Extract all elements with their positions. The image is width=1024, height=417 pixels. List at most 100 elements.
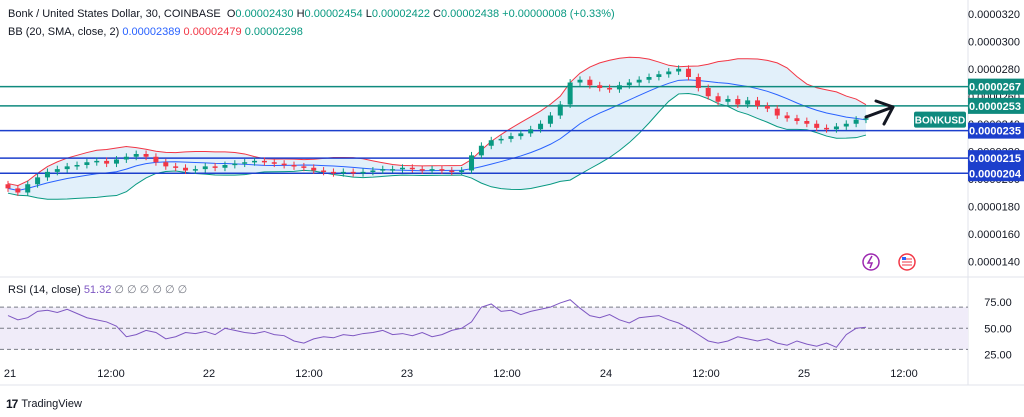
candle-body[interactable]: [804, 121, 810, 124]
candle-body[interactable]: [350, 171, 356, 174]
candle-body[interactable]: [794, 118, 800, 121]
candle-body[interactable]: [380, 169, 386, 171]
candle-body[interactable]: [44, 171, 50, 178]
level-label: 0.0000253: [969, 101, 1021, 113]
candle-body[interactable]: [853, 119, 859, 124]
candle-body[interactable]: [745, 100, 751, 105]
candle-body[interactable]: [143, 154, 149, 157]
candle-body[interactable]: [340, 171, 346, 174]
candle-body[interactable]: [84, 162, 90, 165]
candle-body[interactable]: [616, 85, 622, 90]
candle-body[interactable]: [370, 170, 376, 173]
candle-body[interactable]: [311, 167, 317, 171]
candle-body[interactable]: [459, 170, 465, 173]
candle-body[interactable]: [725, 99, 731, 102]
candle-body[interactable]: [15, 188, 21, 193]
candle-body[interactable]: [252, 160, 258, 163]
candle-body[interactable]: [646, 77, 652, 80]
candle-body[interactable]: [676, 68, 682, 72]
candle-body[interactable]: [35, 177, 41, 185]
candle-body[interactable]: [833, 126, 839, 130]
candle-body[interactable]: [54, 169, 60, 172]
candle-body[interactable]: [5, 184, 11, 189]
candle-body[interactable]: [183, 167, 189, 171]
candle-body[interactable]: [863, 118, 869, 120]
rsi-legend[interactable]: RSI (14, close) 51.32 ∅ ∅ ∅ ∅ ∅ ∅: [8, 283, 187, 296]
candle-body[interactable]: [330, 171, 336, 174]
candle-body[interactable]: [498, 138, 504, 141]
candle-body[interactable]: [291, 165, 297, 167]
candle-body[interactable]: [242, 162, 248, 164]
candle-body[interactable]: [656, 74, 662, 77]
candle-body[interactable]: [64, 166, 70, 170]
time-tick-label: 23: [401, 368, 413, 380]
candle-body[interactable]: [390, 169, 396, 171]
level-label-bg: [968, 78, 1024, 95]
candle-body[interactable]: [261, 160, 267, 163]
candle-body[interactable]: [774, 108, 780, 116]
candle-body[interactable]: [232, 163, 238, 166]
candle-body[interactable]: [577, 79, 583, 83]
candle-body[interactable]: [567, 82, 573, 105]
candle-body[interactable]: [360, 171, 366, 174]
candle-body[interactable]: [607, 88, 613, 90]
candle-body[interactable]: [814, 123, 820, 128]
candle-body[interactable]: [695, 77, 701, 88]
low-label: L: [365, 8, 372, 20]
candle-body[interactable]: [133, 154, 139, 157]
high-value: 0.00002454: [304, 8, 363, 20]
candle-body[interactable]: [409, 167, 415, 170]
candle-body[interactable]: [587, 79, 593, 86]
candle-body[interactable]: [488, 140, 494, 146]
candle-body[interactable]: [281, 163, 287, 166]
candle-body[interactable]: [439, 169, 445, 171]
candle-body[interactable]: [685, 68, 691, 77]
candle-body[interactable]: [666, 71, 672, 75]
arrow-head: [874, 99, 895, 126]
candle-body[interactable]: [843, 123, 849, 127]
candle-body[interactable]: [192, 169, 198, 171]
candle-body[interactable]: [301, 166, 307, 168]
candle-body[interactable]: [271, 162, 277, 164]
candle-body[interactable]: [478, 145, 484, 156]
candle-body[interactable]: [94, 160, 100, 163]
candle-body[interactable]: [321, 170, 327, 173]
candle-body[interactable]: [784, 115, 790, 119]
candle-body[interactable]: [419, 169, 425, 171]
candle-body[interactable]: [399, 167, 405, 170]
candle-body[interactable]: [113, 159, 119, 164]
candle-body[interactable]: [74, 165, 80, 167]
candle-body[interactable]: [163, 162, 169, 167]
candle-body[interactable]: [508, 136, 514, 139]
candle-body[interactable]: [469, 155, 475, 171]
candle-body[interactable]: [626, 82, 632, 86]
level-label-bg: [968, 97, 1024, 114]
candle-body[interactable]: [705, 88, 711, 97]
candle-body[interactable]: [173, 166, 179, 168]
candle-body[interactable]: [153, 156, 159, 163]
candle-body[interactable]: [123, 156, 129, 160]
candle-body[interactable]: [528, 129, 534, 134]
candle-body[interactable]: [715, 96, 721, 102]
candle-body[interactable]: [735, 99, 741, 105]
candle-body[interactable]: [755, 100, 761, 106]
candle-body[interactable]: [538, 123, 544, 130]
candle-body[interactable]: [547, 115, 553, 124]
candle-body[interactable]: [202, 166, 208, 170]
candle-body[interactable]: [636, 79, 642, 83]
candle-body[interactable]: [449, 170, 455, 173]
candle-body[interactable]: [104, 160, 110, 164]
time-tick-label: 24: [600, 368, 612, 380]
bb-legend[interactable]: BB (20, SMA, close, 2) 0.00002389 0.0000…: [8, 26, 303, 38]
candle-body[interactable]: [518, 133, 524, 137]
candle-body[interactable]: [222, 165, 228, 168]
candle-body[interactable]: [557, 104, 563, 116]
candle-body[interactable]: [824, 127, 830, 130]
lightning-icon[interactable]: [862, 253, 880, 271]
candle-body[interactable]: [429, 169, 435, 171]
candle-body[interactable]: [764, 105, 770, 109]
candle-body[interactable]: [212, 166, 218, 168]
candle-body[interactable]: [25, 184, 31, 193]
candle-body[interactable]: [597, 85, 603, 88]
